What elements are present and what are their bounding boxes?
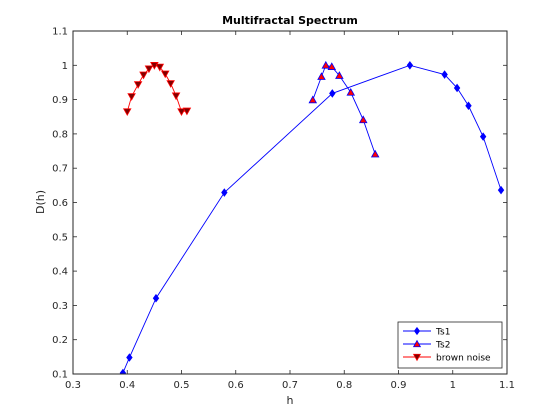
data-point-ts1	[126, 353, 133, 362]
x-tick-label: 0.4	[119, 380, 135, 391]
legend: Ts1 Ts2 brown noise	[397, 321, 503, 369]
data-point-ts1	[119, 368, 127, 374]
chart-title: Multifractal Spectrum	[222, 14, 358, 27]
y-tick-label: 0.8	[52, 129, 68, 140]
data-point-ts2	[321, 60, 331, 69]
data-point-brown-noise	[133, 81, 143, 89]
x-tick-label: 0.5	[174, 380, 190, 391]
series-brown-noise	[122, 62, 192, 117]
data-point-ts1	[453, 83, 461, 93]
data-point-brown-noise	[127, 93, 136, 101]
y-tick-label: 0.2	[52, 335, 68, 346]
data-point-brown-noise	[182, 107, 192, 116]
data-point-ts1	[152, 293, 160, 303]
legend-entry-brown-noise: brown noise	[403, 354, 491, 364]
y-tick-label: 1.1	[52, 27, 68, 38]
data-point-brown-noise	[171, 92, 181, 101]
legend-entries: Ts1 Ts2 brown noise	[403, 326, 491, 364]
legend-entry-ts2: Ts2	[403, 339, 450, 351]
data-point-brown-noise	[177, 108, 186, 117]
plot-area	[73, 31, 507, 374]
legend-label-ts2: Ts2	[435, 341, 450, 351]
data-point-ts2	[346, 87, 356, 96]
y-axis-label: D(h)	[34, 190, 47, 214]
data-point-ts1	[441, 70, 448, 79]
y-tick-label: 0.1	[52, 370, 68, 381]
data-point-brown-noise	[144, 65, 154, 74]
data-point-ts2	[370, 149, 380, 158]
data-point-brown-noise	[122, 108, 132, 117]
legend-label-brown-noise: brown noise	[436, 354, 491, 364]
y-tick-label: 0.4	[52, 267, 68, 278]
data-point-ts1	[406, 61, 414, 70]
x-tick-label: 1	[450, 380, 456, 391]
y-tick-label: 0.9	[52, 95, 68, 106]
y-tick-label: 0.5	[52, 232, 68, 243]
plot-frame	[72, 30, 508, 375]
data-point-brown-noise	[160, 70, 170, 79]
data-point-ts1	[465, 101, 472, 111]
legend-label-ts1: Ts1	[435, 328, 450, 338]
data-point-ts2	[308, 95, 318, 104]
y-tick-label: 0.3	[52, 301, 68, 312]
x-tick-label: 0.6	[228, 380, 244, 391]
data-point-ts2	[317, 72, 326, 80]
x-tick-label: 1.1	[499, 380, 515, 391]
x-axis-label: h	[287, 394, 294, 407]
data-point-ts1	[479, 132, 487, 141]
data-point-brown-noise	[139, 71, 148, 80]
data-point-ts2	[335, 71, 344, 79]
legend-marker-ts2	[412, 339, 422, 348]
data-point-ts1	[329, 89, 336, 98]
legend-marker-ts1	[413, 326, 421, 336]
legend-marker-brown-noise	[412, 353, 422, 362]
y-tick-label: 0.6	[52, 198, 68, 209]
series-ts2	[308, 60, 380, 158]
data-point-ts2	[327, 62, 337, 70]
x-tick-label: 0.7	[282, 380, 298, 391]
data-point-ts1	[497, 185, 505, 195]
y-tick-label: 1	[62, 61, 68, 72]
data-point-ts1	[221, 188, 228, 197]
x-tick-label: 0.9	[391, 380, 407, 391]
data-point-brown-noise	[155, 63, 165, 72]
data-point-brown-noise	[166, 80, 175, 88]
data-point-ts2	[358, 115, 368, 124]
tick-labels: 0.3 0.4 0.5 0.6 0.7 0.8 0.9 1 1.1 0.1 0.2 0.3 0.4 0.5…	[52, 27, 515, 392]
y-tick-label: 0.7	[52, 164, 68, 175]
x-tick-label: 0.3	[65, 380, 81, 391]
series-ts1	[119, 61, 505, 374]
x-tick-label: 0.8	[336, 380, 352, 391]
series-layer	[119, 60, 505, 374]
legend-entry-ts1: Ts1	[403, 326, 450, 338]
